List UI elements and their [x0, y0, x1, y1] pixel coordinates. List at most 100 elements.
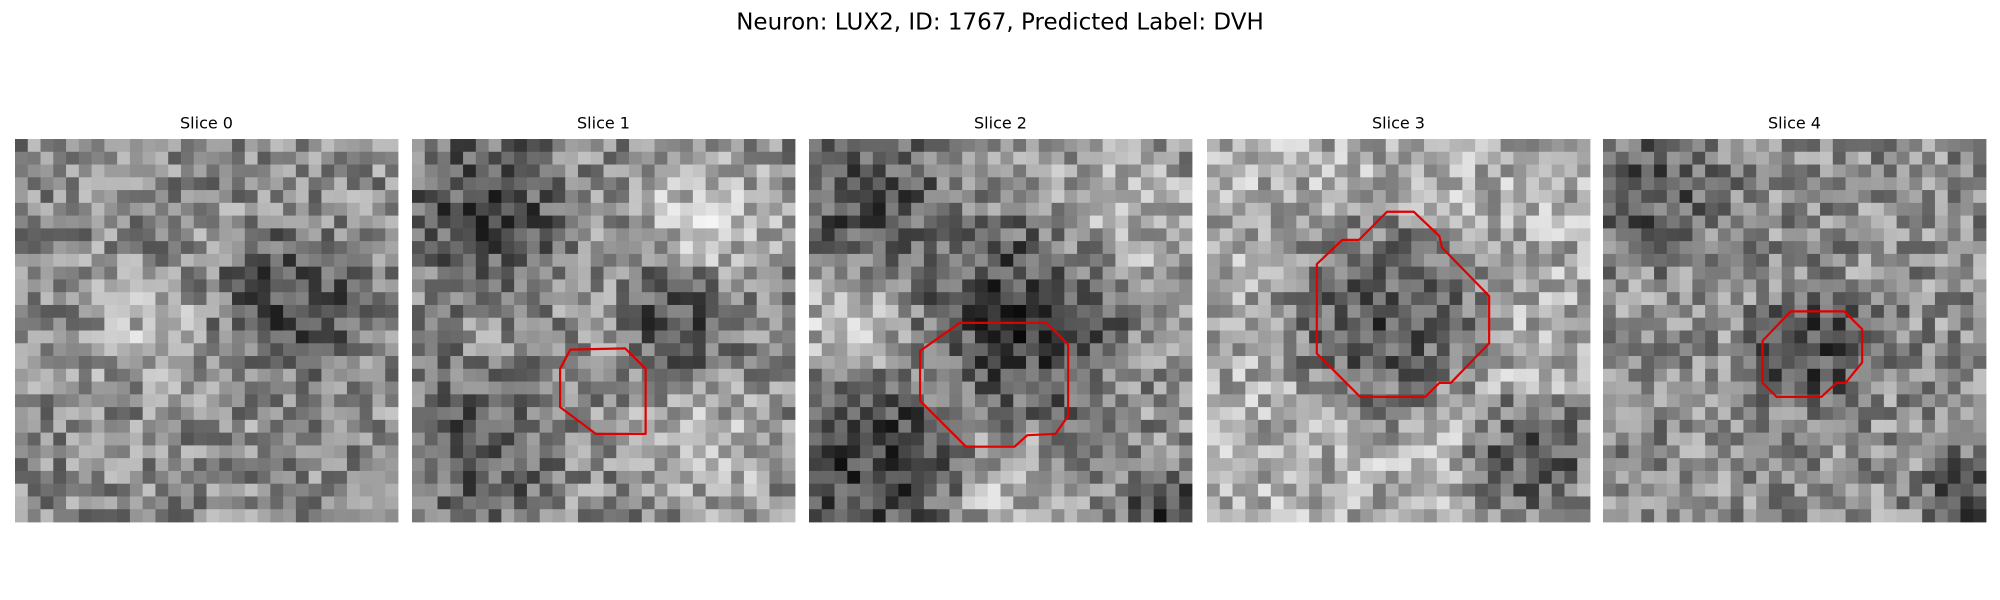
- pixel: [782, 356, 796, 370]
- pixel: [654, 432, 668, 446]
- pixel: [104, 190, 118, 204]
- pixel: [923, 228, 938, 242]
- pixel: [1973, 381, 1987, 395]
- pixel: [129, 381, 144, 395]
- pixel: [590, 253, 604, 268]
- pixel: [949, 368, 963, 382]
- pixel: [629, 509, 643, 523]
- pixel: [463, 432, 477, 446]
- pixel: [1026, 394, 1040, 408]
- pixel: [1922, 253, 1936, 268]
- pixel: [705, 445, 719, 459]
- pixel: [1883, 381, 1898, 395]
- pixel: [1115, 445, 1129, 459]
- pixel: [769, 496, 783, 510]
- pixel: [1768, 253, 1783, 268]
- pixel: [475, 509, 489, 523]
- pixel: [565, 164, 579, 178]
- pixel: [450, 139, 464, 153]
- pixel: [1334, 509, 1348, 523]
- pixel: [53, 202, 67, 216]
- pixel: [1973, 432, 1987, 446]
- pixel: [1321, 151, 1336, 165]
- pixel: [1258, 241, 1272, 255]
- pixel: [1411, 139, 1425, 153]
- pixel: [987, 177, 1001, 191]
- pixel: [1102, 228, 1116, 242]
- pixel: [27, 228, 41, 242]
- pixel: [1500, 330, 1514, 344]
- pixel: [463, 164, 477, 178]
- pixel: [40, 483, 54, 497]
- pixel: [359, 292, 373, 306]
- pixel: [1896, 419, 1910, 434]
- pixel: [514, 381, 528, 395]
- pixel: [1166, 419, 1180, 434]
- pixel: [359, 432, 373, 446]
- pixel: [860, 432, 874, 446]
- pixel: [1615, 151, 1629, 165]
- pixel: [1347, 330, 1361, 344]
- pixel: [424, 266, 438, 280]
- pixel: [1153, 407, 1167, 421]
- pixel: [1270, 419, 1284, 434]
- pixel: [1577, 496, 1591, 510]
- pixel: [1513, 292, 1527, 306]
- pixel: [40, 292, 54, 306]
- pixel: [1500, 177, 1514, 191]
- pixel: [1449, 432, 1463, 446]
- pixel: [1411, 407, 1425, 421]
- pixel: [847, 215, 861, 229]
- pixel: [1347, 496, 1361, 510]
- pixel: [654, 470, 668, 485]
- pixel: [1820, 241, 1834, 255]
- pixel: [1603, 202, 1617, 216]
- pixel: [1845, 151, 1859, 165]
- pixel: [590, 202, 604, 216]
- pixel: [463, 407, 477, 421]
- pixel: [1102, 215, 1116, 229]
- pixel: [15, 164, 29, 178]
- pixel: [616, 304, 630, 319]
- pixel: [1960, 394, 1974, 408]
- pixel: [1296, 279, 1310, 293]
- pixel: [283, 343, 297, 357]
- pixel: [923, 266, 938, 280]
- pixel: [501, 432, 515, 446]
- pixel: [847, 419, 861, 434]
- pixel: [949, 381, 963, 395]
- pixel: [1360, 470, 1374, 485]
- pixel: [1756, 458, 1770, 472]
- pixel: [1283, 190, 1297, 204]
- pixel: [129, 330, 144, 344]
- pixel: [1153, 139, 1167, 153]
- pixel: [1577, 266, 1591, 280]
- pixel: [616, 139, 630, 153]
- pixel: [385, 470, 399, 485]
- pixel: [936, 445, 950, 459]
- pixel: [1526, 215, 1540, 229]
- pixel: [117, 483, 131, 497]
- pixel: [463, 317, 477, 331]
- pixel: [168, 445, 182, 459]
- pixel: [1973, 368, 1987, 382]
- pixel: [1258, 202, 1272, 216]
- pixel: [1551, 151, 1565, 165]
- pixel: [705, 470, 719, 485]
- pixel: [1462, 177, 1476, 191]
- pixel: [91, 151, 105, 165]
- pixel: [1219, 407, 1233, 421]
- pixel: [654, 190, 668, 204]
- pixel: [834, 266, 848, 280]
- pixel: [437, 317, 451, 331]
- pixel: [1679, 496, 1693, 510]
- pixel: [680, 368, 694, 382]
- slice-panel: Slice 4: [1603, 114, 1987, 523]
- pixel: [193, 304, 207, 319]
- pixel: [1270, 190, 1284, 204]
- pixel: [488, 317, 502, 331]
- pixel: [743, 279, 758, 293]
- pixel: [1398, 419, 1412, 434]
- pixel: [962, 241, 976, 255]
- pixel: [450, 266, 464, 280]
